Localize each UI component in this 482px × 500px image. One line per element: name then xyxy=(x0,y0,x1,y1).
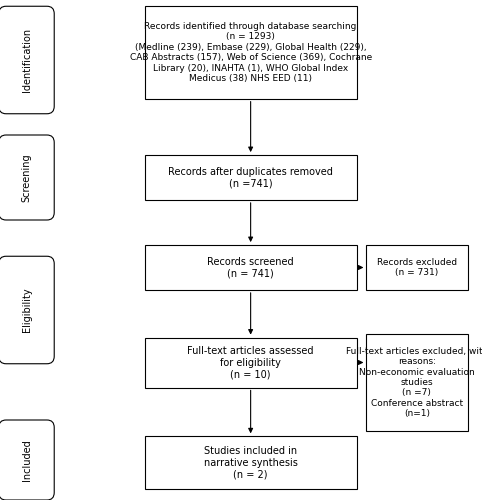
Text: Full-text articles excluded, with
reasons:
Non-economic evaluation
studies
(n =7: Full-text articles excluded, with reason… xyxy=(346,347,482,418)
Text: Records screened
(n = 741): Records screened (n = 741) xyxy=(207,256,294,278)
Text: Records after duplicates removed
(n =741): Records after duplicates removed (n =741… xyxy=(168,166,333,188)
FancyBboxPatch shape xyxy=(0,135,54,220)
FancyBboxPatch shape xyxy=(366,334,468,431)
Text: Identification: Identification xyxy=(22,28,31,92)
FancyBboxPatch shape xyxy=(0,420,54,500)
FancyBboxPatch shape xyxy=(145,338,357,388)
Text: Screening: Screening xyxy=(22,153,31,202)
Text: Full-text articles assessed
for eligibility
(n = 10): Full-text articles assessed for eligibil… xyxy=(187,346,314,379)
FancyBboxPatch shape xyxy=(145,155,357,200)
Text: Included: Included xyxy=(22,439,31,481)
FancyBboxPatch shape xyxy=(366,245,468,290)
FancyBboxPatch shape xyxy=(0,256,54,364)
FancyBboxPatch shape xyxy=(145,245,357,290)
FancyBboxPatch shape xyxy=(145,436,357,489)
FancyBboxPatch shape xyxy=(145,6,357,99)
Text: Studies included in
narrative synthesis
(n = 2): Studies included in narrative synthesis … xyxy=(204,446,297,479)
Text: Records excluded
(n = 731): Records excluded (n = 731) xyxy=(377,258,457,277)
Text: Eligibility: Eligibility xyxy=(22,288,31,333)
Text: Records identified through database searching
(n = 1293)
(Medline (239), Embase : Records identified through database sear… xyxy=(130,22,372,83)
FancyBboxPatch shape xyxy=(0,6,54,114)
